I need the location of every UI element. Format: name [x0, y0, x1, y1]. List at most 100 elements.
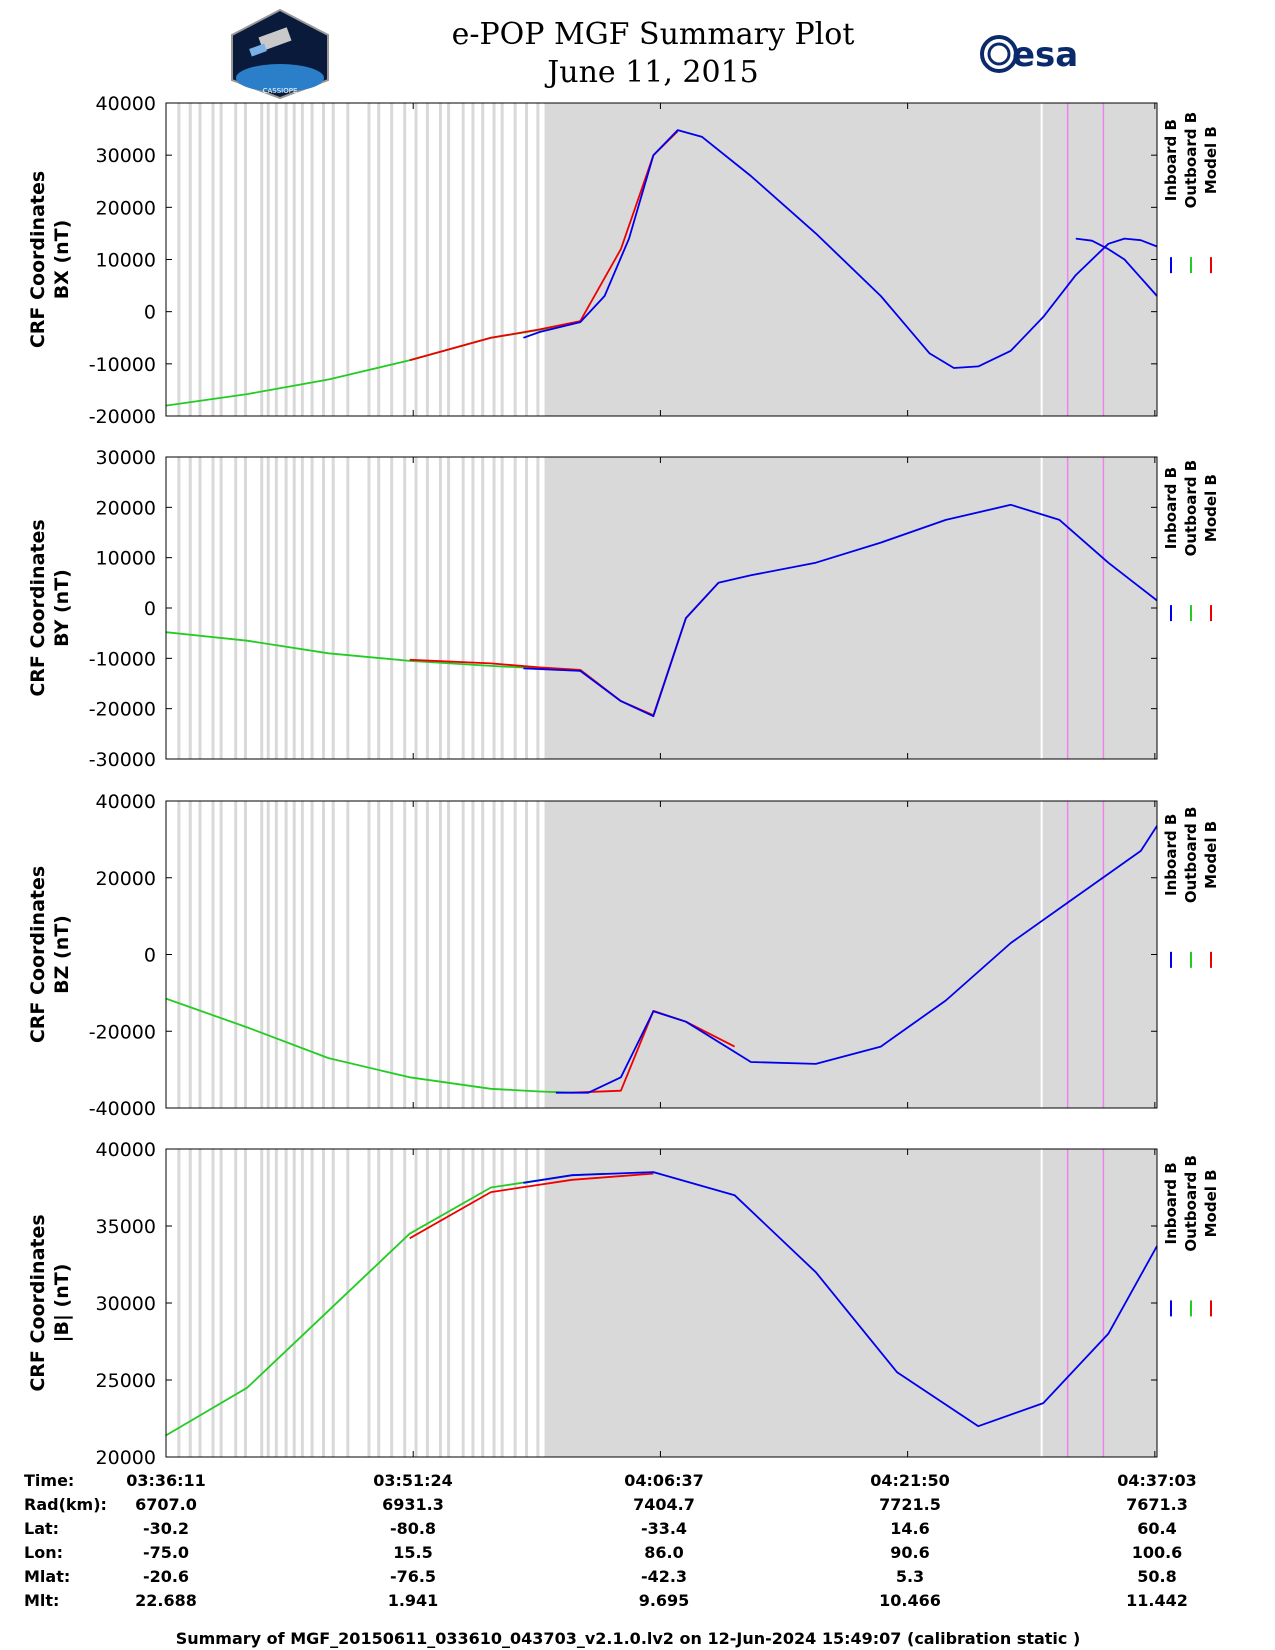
- shading-stripe: [447, 1149, 451, 1457]
- shading-stripe: [211, 1149, 215, 1457]
- shading-stripe: [425, 801, 429, 1108]
- shading-stripe: [266, 457, 270, 759]
- shading-stripe: [438, 1149, 442, 1457]
- shading-stripe: [300, 1149, 304, 1457]
- shading-stripe: [211, 457, 215, 759]
- y-axis-label: CRF Coordinates: [27, 171, 49, 348]
- info-time-4: 04:37:03: [1117, 1471, 1197, 1490]
- shading-solid: [544, 103, 1157, 416]
- shading-stripe: [513, 457, 517, 759]
- shading-stripe: [243, 801, 247, 1108]
- y-tick-label: 25000: [96, 1370, 156, 1392]
- shading-stripe: [447, 103, 451, 416]
- shading-stripe: [188, 457, 192, 759]
- shading-stripe: [367, 1149, 371, 1457]
- shading-stripe: [219, 103, 223, 416]
- panel-3: -40000 -20000 0 20000 40000 CRF Coordinates BZ…: [27, 791, 1220, 1120]
- shading-stripe: [390, 801, 394, 1108]
- shading-stripe: [198, 103, 202, 416]
- y-tick-label: 10000: [96, 250, 156, 272]
- info-lat-4: 60.4: [1137, 1519, 1176, 1538]
- info-mlt-4: 11.442: [1126, 1591, 1188, 1610]
- info-mlat-1: -76.5: [390, 1567, 436, 1586]
- legend-label-model: Model B: [1202, 821, 1220, 889]
- series-line-inboard-b: [523, 129, 1158, 369]
- shading-stripe: [492, 1149, 496, 1457]
- shading-stripe: [177, 801, 181, 1108]
- shading-stripe: [367, 801, 371, 1108]
- shading-stripe: [260, 457, 264, 759]
- shading-stripe: [219, 801, 223, 1108]
- shading-stripe: [525, 801, 529, 1108]
- shading-stripe: [492, 103, 496, 416]
- panel-2: -30000 -20000 -10000 0 10000 20000 30000 CRF Co…: [27, 447, 1220, 771]
- shading-stripe: [500, 1149, 504, 1457]
- y-tick-label: 20000: [96, 1447, 156, 1469]
- shading-stripe: [425, 457, 429, 759]
- legend-label-outboard: Outboard B: [1182, 807, 1200, 904]
- shading-solid: [544, 457, 1157, 759]
- shading-stripe: [346, 801, 350, 1108]
- y-tick-label: -10000: [89, 648, 156, 670]
- series-line-outboard-b: [165, 997, 573, 1094]
- y-tick-label: -40000: [89, 1098, 156, 1120]
- y-tick-label: 10000: [96, 548, 156, 570]
- shading-stripe: [243, 1149, 247, 1457]
- series-line-outboard-b: [165, 321, 581, 407]
- shading-stripe: [377, 457, 381, 759]
- legend-label-inboard: Inboard B: [1162, 119, 1180, 201]
- shading-stripe: [425, 103, 429, 416]
- info-lat-3: 14.6: [890, 1519, 929, 1538]
- shading-stripe: [266, 1149, 270, 1457]
- shading-stripe: [525, 103, 529, 416]
- y-tick-label: 30000: [96, 1293, 156, 1315]
- shading-stripe: [284, 457, 288, 759]
- panel-1: -20000 -10000 0 10000 20000 30000 40000 CRF Coo…: [27, 93, 1220, 428]
- shading-stripe: [300, 103, 304, 416]
- shading-stripe: [310, 1149, 314, 1457]
- shading-stripe: [321, 457, 325, 759]
- info-rad-4: 7671.3: [1126, 1495, 1188, 1514]
- shading-stripe: [321, 103, 325, 416]
- shading-stripe: [367, 457, 371, 759]
- info-lon-1: 15.5: [393, 1543, 432, 1562]
- info-row-label-lat: Lat:: [24, 1519, 59, 1538]
- y-tick-label: -20000: [89, 699, 156, 721]
- info-lon-3: 90.6: [890, 1543, 929, 1562]
- shading-stripe: [492, 801, 496, 1108]
- info-rad-2: 7404.7: [633, 1495, 695, 1514]
- shading-stripe: [198, 1149, 202, 1457]
- shading-stripe: [461, 1149, 465, 1457]
- info-lon-2: 86.0: [644, 1543, 683, 1562]
- shading-stripe: [438, 103, 442, 416]
- info-mlat-3: 5.3: [896, 1567, 924, 1586]
- shading-stripe: [300, 457, 304, 759]
- shading-stripe: [500, 801, 504, 1108]
- shading-stripe: [284, 1149, 288, 1457]
- info-mlat-0: -20.6: [143, 1567, 189, 1586]
- shading-stripe: [292, 1149, 296, 1457]
- shading-stripe: [414, 801, 418, 1108]
- shading-stripe: [260, 801, 264, 1108]
- shading-stripe: [234, 1149, 238, 1457]
- shading-stripe: [481, 103, 485, 416]
- shading-stripe: [188, 801, 192, 1108]
- legend-label-model: Model B: [1202, 126, 1220, 194]
- esa-logo-text: esa: [1012, 35, 1078, 75]
- esa-logo: esa: [980, 35, 1078, 75]
- figure-footer: Summary of MGF_20150611_033610_043703_v2…: [176, 1629, 1081, 1648]
- info-rad-0: 6707.0: [135, 1495, 197, 1514]
- legend-label-outboard: Outboard B: [1182, 112, 1200, 209]
- info-time-2: 04:06:37: [624, 1471, 704, 1490]
- info-row-label-time: Time:: [24, 1471, 74, 1490]
- panels: -20000 -10000 0 10000 20000 30000 40000 CRF Coo…: [27, 93, 1220, 1469]
- info-row-label-rad: Rad(km):: [24, 1495, 107, 1514]
- shading-stripe: [461, 801, 465, 1108]
- y-axis-label: BZ (nT): [51, 915, 73, 994]
- shading-stripe: [525, 1149, 529, 1457]
- shading-stripe: [331, 103, 335, 416]
- shading-stripe: [438, 801, 442, 1108]
- shading-stripe: [284, 103, 288, 416]
- shading-stripe: [211, 801, 215, 1108]
- info-lon-4: 100.6: [1132, 1543, 1183, 1562]
